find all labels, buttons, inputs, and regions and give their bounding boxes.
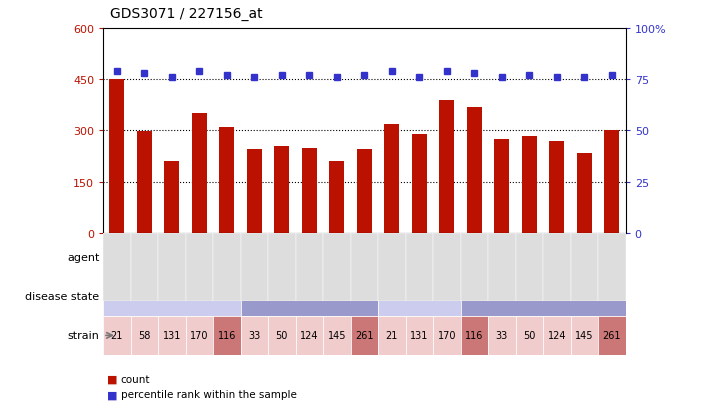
Bar — [461, 277, 626, 316]
Bar — [109, 80, 124, 233]
Text: 261: 261 — [355, 330, 374, 341]
Bar — [467, 107, 482, 233]
Bar — [103, 316, 131, 355]
Text: 50: 50 — [276, 330, 288, 341]
Bar — [406, 233, 433, 301]
Bar — [357, 150, 372, 233]
Bar — [488, 233, 515, 301]
Text: ■: ■ — [107, 374, 117, 384]
Bar — [329, 162, 344, 233]
Bar — [571, 316, 598, 355]
Bar — [543, 233, 571, 301]
Text: 131: 131 — [163, 330, 181, 341]
Bar — [515, 316, 543, 355]
Bar — [378, 277, 461, 316]
Bar — [412, 135, 427, 233]
Bar — [240, 316, 268, 355]
Bar — [351, 316, 378, 355]
Text: 170: 170 — [438, 330, 456, 341]
Bar — [213, 233, 240, 301]
Text: 145: 145 — [328, 330, 346, 341]
Text: 33: 33 — [496, 330, 508, 341]
Bar — [103, 233, 131, 301]
Bar — [406, 316, 433, 355]
Bar — [378, 237, 626, 277]
Bar — [158, 316, 186, 355]
Bar — [274, 147, 289, 233]
Text: count: count — [121, 374, 150, 384]
Bar — [494, 140, 510, 233]
Text: disease state: disease state — [26, 291, 100, 301]
Bar — [296, 233, 323, 301]
Bar — [323, 233, 351, 301]
Text: 21: 21 — [385, 330, 398, 341]
Bar — [577, 153, 592, 233]
Bar — [604, 131, 619, 233]
Text: 116: 116 — [218, 330, 236, 341]
Text: 124: 124 — [547, 330, 566, 341]
Text: ■: ■ — [107, 389, 117, 399]
Bar — [351, 233, 378, 301]
Bar — [131, 233, 158, 301]
Text: 145: 145 — [575, 330, 594, 341]
Text: normal scar: normal scar — [141, 291, 203, 301]
Bar — [598, 316, 626, 355]
Bar — [598, 233, 626, 301]
Bar — [268, 316, 296, 355]
Bar — [240, 233, 268, 301]
Bar — [131, 316, 158, 355]
Bar — [158, 233, 186, 301]
Text: keloid scar: keloid scar — [281, 291, 338, 301]
Text: hydrocortisone: hydrocortisone — [460, 252, 544, 262]
Bar — [103, 237, 378, 277]
Text: 21: 21 — [111, 330, 123, 341]
Bar — [433, 316, 461, 355]
Text: 33: 33 — [248, 330, 260, 341]
Bar — [543, 316, 571, 355]
Text: normal scar: normal scar — [388, 291, 450, 301]
Bar — [247, 150, 262, 233]
Text: untreated: untreated — [213, 252, 268, 262]
Bar — [378, 233, 406, 301]
Text: 50: 50 — [523, 330, 535, 341]
Bar — [385, 124, 400, 233]
Bar — [192, 114, 207, 233]
Bar — [522, 136, 537, 233]
Bar — [268, 233, 296, 301]
Bar — [461, 233, 488, 301]
Bar — [439, 100, 454, 233]
Bar — [488, 316, 515, 355]
Bar — [323, 316, 351, 355]
Bar — [571, 233, 598, 301]
Bar — [164, 162, 179, 233]
Text: agent: agent — [67, 252, 100, 262]
Text: 170: 170 — [190, 330, 208, 341]
Text: 124: 124 — [300, 330, 319, 341]
Bar — [219, 128, 235, 233]
Bar — [433, 233, 461, 301]
Bar — [186, 316, 213, 355]
Text: 131: 131 — [410, 330, 429, 341]
Bar — [240, 277, 378, 316]
Text: strain: strain — [68, 330, 100, 341]
Text: keloid scar: keloid scar — [515, 291, 572, 301]
Bar — [550, 141, 565, 233]
Bar — [213, 316, 240, 355]
Bar — [301, 148, 317, 233]
Bar — [461, 316, 488, 355]
Bar — [296, 316, 323, 355]
Bar — [186, 233, 213, 301]
Text: 116: 116 — [465, 330, 483, 341]
Bar — [378, 316, 406, 355]
Text: GDS3071 / 227156_at: GDS3071 / 227156_at — [110, 7, 263, 21]
Text: percentile rank within the sample: percentile rank within the sample — [121, 389, 296, 399]
Text: 58: 58 — [138, 330, 151, 341]
Text: 261: 261 — [603, 330, 621, 341]
Bar — [137, 132, 152, 233]
Bar — [515, 233, 543, 301]
Bar — [103, 277, 240, 316]
